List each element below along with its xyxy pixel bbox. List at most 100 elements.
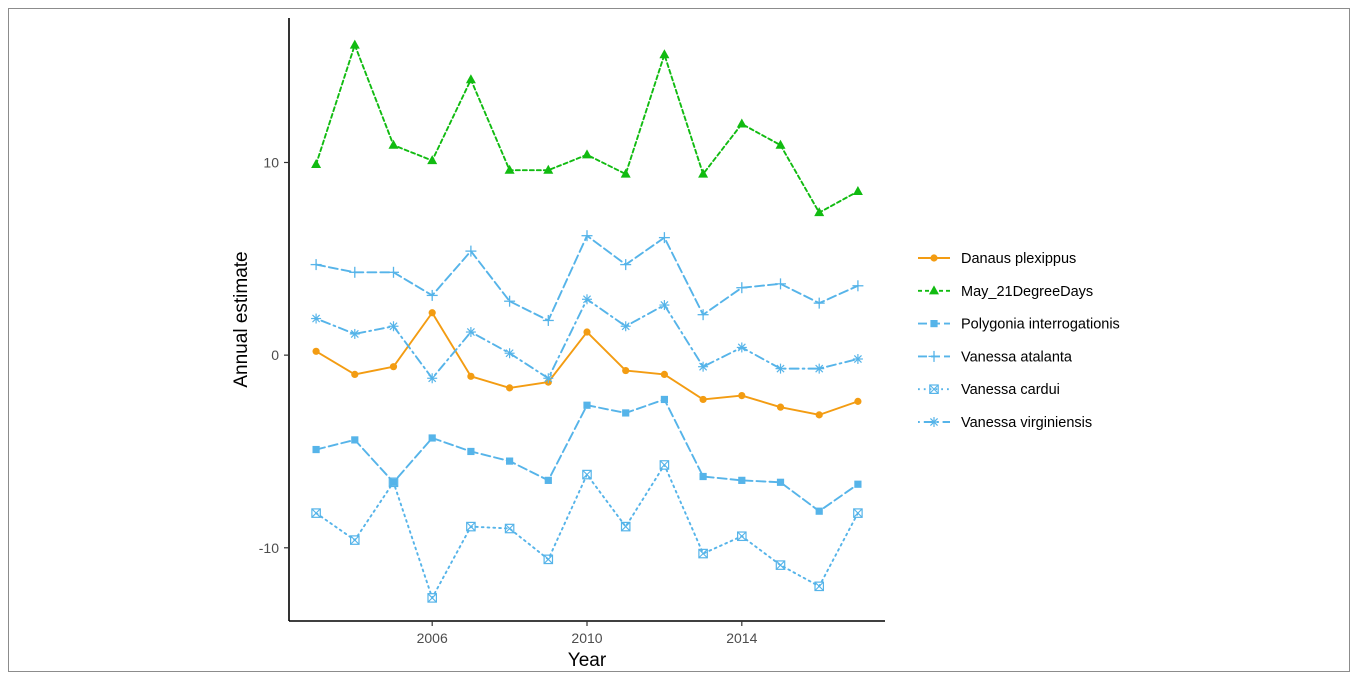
data-point-vanessa-atalanta	[349, 266, 361, 278]
data-point-may-21degreedays	[659, 49, 670, 59]
data-point-may-21degreedays	[775, 139, 786, 149]
y-axis-title: Annual estimate	[231, 251, 252, 387]
data-point-vanessa-virginiensis	[698, 361, 709, 372]
data-point-danaus-plexippus	[389, 363, 398, 371]
data-point-vanessa-virginiensis	[543, 373, 554, 384]
y-tick-label: 10	[263, 154, 279, 170]
series-may-21degreedays	[311, 39, 863, 217]
data-point-polygonia-interrogationis	[351, 436, 359, 444]
legend-label: Polygonia interrogationis	[961, 317, 1120, 333]
data-point-polygonia-interrogationis	[428, 434, 436, 442]
data-point-vanessa-atalanta	[852, 280, 864, 292]
data-point-polygonia-interrogationis	[738, 476, 746, 484]
data-point-vanessa-cardui	[349, 535, 360, 545]
series-line-vanessa-virginiensis	[315, 298, 859, 380]
data-point-vanessa-cardui	[814, 581, 825, 592]
data-point-polygonia-interrogationis	[467, 447, 475, 456]
series-layer	[310, 39, 864, 603]
data-point-polygonia-interrogationis	[622, 409, 630, 417]
data-point-vanessa-cardui	[775, 560, 786, 570]
data-point-vanessa-cardui	[582, 469, 592, 480]
legend-marker	[929, 384, 939, 394]
data-point-vanessa-atalanta	[658, 232, 670, 244]
legend: Danaus plexippus May_21DegreeDays Polygoni…	[918, 251, 1120, 431]
data-point-may-21degreedays	[620, 168, 631, 178]
data-point-vanessa-atalanta	[465, 245, 477, 257]
data-point-may-21degreedays	[311, 159, 322, 169]
data-point-polygonia-interrogationis	[583, 401, 591, 409]
data-point-danaus-plexippus	[738, 391, 746, 400]
data-point-vanessa-cardui	[620, 521, 631, 532]
data-point-vanessa-virginiensis	[736, 342, 747, 353]
legend-marker	[930, 254, 938, 262]
data-point-danaus-plexippus	[583, 328, 591, 336]
y-tick-label: 0	[271, 347, 279, 363]
data-point-may-21degreedays	[698, 168, 709, 178]
data-point-may-21degreedays	[736, 118, 747, 128]
data-point-vanessa-atalanta	[542, 314, 554, 326]
data-point-danaus-plexippus	[660, 370, 669, 379]
legend-item: May_21DegreeDays	[918, 284, 1093, 300]
data-point-polygonia-interrogationis	[854, 480, 862, 488]
data-point-vanessa-atalanta	[426, 289, 438, 301]
data-point-vanessa-virginiensis	[775, 363, 786, 374]
data-point-vanessa-cardui	[388, 477, 399, 488]
data-point-may-21degreedays	[465, 74, 476, 84]
x-tick-label: 2010	[571, 630, 602, 646]
series-line-vanessa-atalanta	[315, 234, 859, 322]
chart-frame	[8, 8, 1350, 672]
data-point-may-21degreedays	[504, 164, 515, 174]
data-point-vanessa-atalanta	[736, 282, 748, 294]
data-point-vanessa-virginiensis	[504, 348, 515, 359]
series-danaus-plexippus	[312, 309, 862, 419]
data-point-may-21degreedays	[814, 207, 825, 217]
data-point-vanessa-atalanta	[620, 259, 632, 271]
legend-marker	[929, 285, 939, 295]
x-axis-title: Year	[568, 650, 607, 671]
data-point-vanessa-virginiensis	[659, 300, 670, 311]
data-point-danaus-plexippus	[505, 384, 514, 392]
axis-ticks: 2006 2010 2014 -10 0 10	[259, 154, 758, 646]
data-point-vanessa-virginiensis	[852, 353, 863, 364]
data-point-vanessa-atalanta	[813, 297, 825, 309]
data-point-polygonia-interrogationis	[660, 395, 669, 404]
legend-marker	[928, 350, 940, 362]
data-point-polygonia-interrogationis	[815, 507, 823, 515]
data-point-vanessa-atalanta	[504, 295, 516, 307]
data-point-vanessa-virginiensis	[349, 328, 360, 339]
data-point-danaus-plexippus	[699, 395, 707, 404]
legend-item: Vanessa cardui	[918, 382, 1060, 398]
data-point-danaus-plexippus	[622, 366, 630, 375]
data-point-danaus-plexippus	[467, 372, 475, 380]
data-point-vanessa-virginiensis	[814, 363, 825, 374]
data-point-danaus-plexippus	[351, 370, 359, 379]
data-point-vanessa-cardui	[466, 521, 476, 532]
data-point-polygonia-interrogationis	[312, 445, 320, 454]
data-point-vanessa-virginiensis	[388, 321, 399, 332]
legend-marker	[929, 417, 939, 427]
x-tick-label: 2006	[417, 630, 448, 646]
data-point-vanessa-atalanta	[387, 266, 399, 278]
data-point-may-21degreedays	[427, 155, 438, 165]
series-vanessa-atalanta	[310, 230, 864, 326]
data-point-polygonia-interrogationis	[776, 478, 785, 486]
legend-item: Vanessa virginiensis	[918, 415, 1092, 431]
legend-item: Vanessa atalanta	[918, 349, 1073, 365]
data-point-vanessa-atalanta	[310, 259, 322, 271]
data-point-vanessa-cardui	[853, 508, 863, 518]
data-point-vanessa-atalanta	[775, 278, 787, 290]
data-point-vanessa-virginiensis	[427, 373, 438, 384]
legend-item: Polygonia interrogationis	[918, 317, 1120, 333]
data-point-vanessa-cardui	[737, 531, 747, 542]
legend-label: Vanessa cardui	[961, 382, 1060, 398]
data-point-vanessa-virginiensis	[465, 327, 476, 338]
legend-label: Vanessa virginiensis	[961, 415, 1092, 431]
data-point-vanessa-virginiensis	[620, 321, 631, 332]
legend-marker	[930, 320, 938, 328]
data-point-polygonia-interrogationis	[699, 472, 707, 481]
data-point-polygonia-interrogationis	[505, 457, 514, 465]
legend-label: May_21DegreeDays	[961, 284, 1093, 300]
data-point-danaus-plexippus	[776, 403, 785, 411]
series-line-danaus-plexippus	[315, 311, 859, 416]
